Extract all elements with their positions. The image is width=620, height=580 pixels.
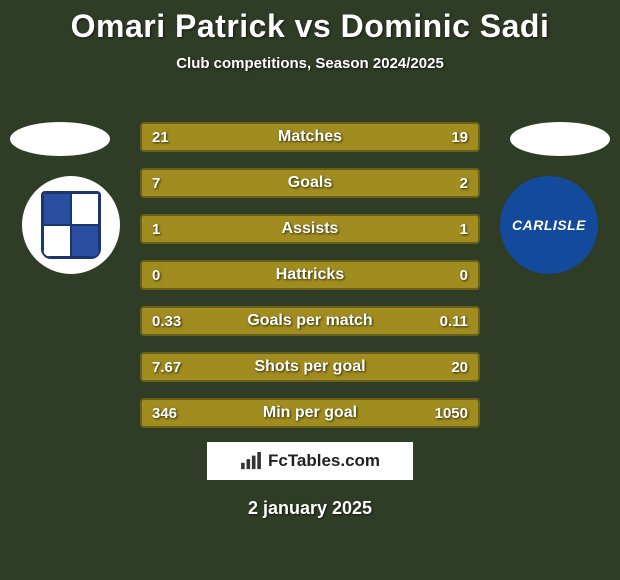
stat-value-left: 21 — [152, 129, 169, 146]
stat-label: Hattricks — [276, 266, 344, 284]
stat-value-left: 346 — [152, 405, 177, 422]
generated-date: 2 january 2025 — [0, 498, 620, 519]
stat-row: 7.67 Shots per goal 20 — [140, 352, 480, 382]
team-crest-left — [22, 176, 120, 274]
stat-row: 0.33 Goals per match 0.11 — [140, 306, 480, 336]
stat-value-right: 0 — [460, 267, 468, 284]
stat-value-left: 7 — [152, 175, 160, 192]
brand-text: FcTables.com — [268, 451, 380, 471]
stat-row: 21 Matches 19 — [140, 122, 480, 152]
stat-label: Min per goal — [263, 404, 357, 422]
stat-label: Goals — [288, 174, 332, 192]
stat-row: 346 Min per goal 1050 — [140, 398, 480, 428]
stats-rows: 21Matches197Goals21Assists10Hattricks00.… — [140, 122, 480, 444]
stat-value-right: 1 — [460, 221, 468, 238]
stat-value-right: 20 — [451, 359, 468, 376]
crest-right-label: CARLISLE — [512, 217, 586, 233]
stat-label: Goals per match — [247, 312, 372, 330]
stat-row: 1 Assists 1 — [140, 214, 480, 244]
stat-label: Assists — [282, 220, 339, 238]
page-title: Omari Patrick vs Dominic Sadi — [0, 0, 620, 45]
shield-icon — [41, 191, 101, 259]
comparison-card: Omari Patrick vs Dominic Sadi Club compe… — [0, 0, 620, 580]
stat-value-right: 1050 — [435, 405, 468, 422]
page-subtitle: Club competitions, Season 2024/2025 — [0, 55, 620, 72]
stat-value-right: 0.11 — [440, 313, 468, 330]
stat-row: 7 Goals 2 — [140, 168, 480, 198]
stat-label: Matches — [278, 128, 342, 146]
stat-value-right: 19 — [451, 129, 468, 146]
stat-label: Shots per goal — [254, 358, 365, 376]
stat-value-left: 7.67 — [152, 359, 181, 376]
decor-ellipse-right — [510, 122, 610, 156]
brand-box: FcTables.com — [205, 440, 415, 482]
chart-icon — [240, 452, 262, 470]
stat-value-left: 0 — [152, 267, 160, 284]
team-crest-right: CARLISLE — [500, 176, 598, 274]
stat-row: 0 Hattricks 0 — [140, 260, 480, 290]
stat-value-left: 1 — [152, 221, 160, 238]
stat-value-right: 2 — [460, 175, 468, 192]
decor-ellipse-left — [10, 122, 110, 156]
stat-value-left: 0.33 — [152, 313, 181, 330]
